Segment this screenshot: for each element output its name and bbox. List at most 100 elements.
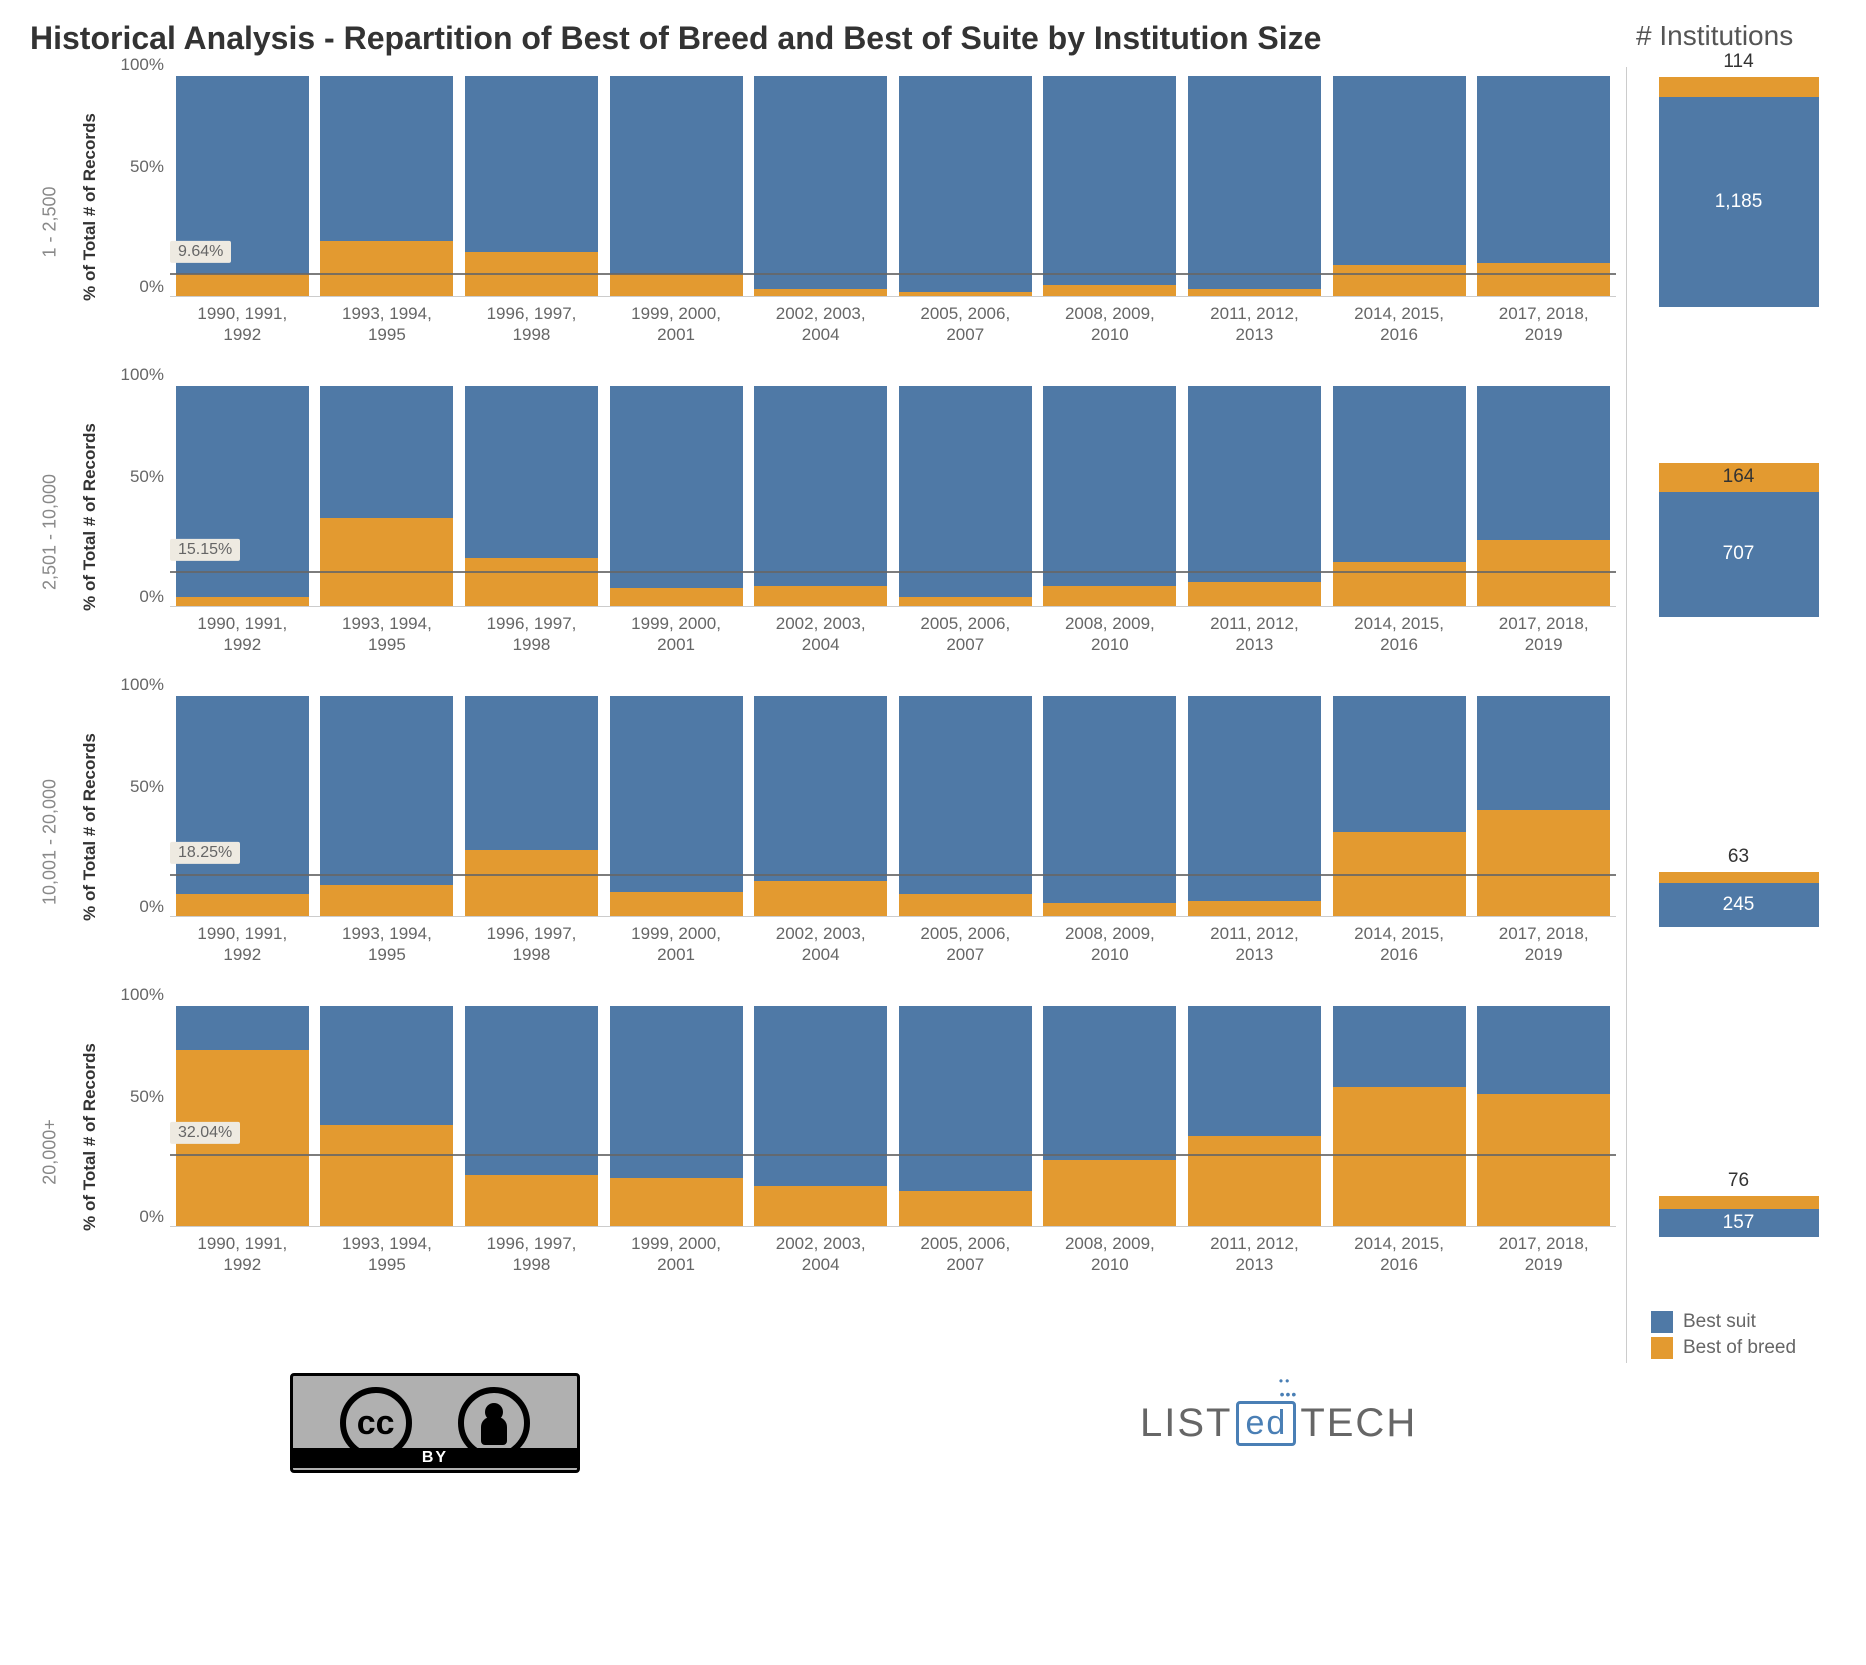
segment-best-suit xyxy=(1477,696,1610,810)
segment-best-suit xyxy=(320,1006,453,1125)
bar-slot xyxy=(170,696,315,916)
y-tick: 0% xyxy=(139,1207,164,1227)
bar-slot xyxy=(1038,76,1183,296)
segment-best-suit xyxy=(899,696,1032,894)
segment-best-of-breed xyxy=(1043,285,1176,296)
segment-best-of-breed xyxy=(754,289,887,296)
segment-best-of-breed xyxy=(754,586,887,606)
segment-best-of-breed xyxy=(1188,1136,1321,1226)
x-label: 2014, 2015,2016 xyxy=(1327,613,1472,677)
x-label: 1996, 1997,1998 xyxy=(459,613,604,677)
bar-slot xyxy=(1038,1006,1183,1226)
segment-best-of-breed xyxy=(1043,1160,1176,1226)
brand-text-mid: ed xyxy=(1236,1401,1296,1446)
segment-best-suit xyxy=(1188,696,1321,901)
segment-best-of-breed xyxy=(1333,562,1466,606)
y-tick: 0% xyxy=(139,277,164,297)
institutions-bar: 164707 xyxy=(1659,463,1819,617)
segment-best-of-breed xyxy=(1188,901,1321,916)
institution-size-label: 20,000+ xyxy=(30,997,70,1307)
x-label: 2002, 2003,2004 xyxy=(748,1233,893,1297)
x-label: 2005, 2006,2007 xyxy=(893,303,1038,367)
stacked-bar xyxy=(465,76,598,296)
segment-best-suit xyxy=(1477,76,1610,263)
institutions-breed-segment: 114 xyxy=(1659,77,1819,97)
stacked-bar xyxy=(1333,76,1466,296)
x-label: 1990, 1991,1992 xyxy=(170,613,315,677)
y-tick: 100% xyxy=(121,365,164,385)
segment-best-of-breed xyxy=(176,274,309,296)
x-label: 2008, 2009,2010 xyxy=(1038,613,1183,677)
reference-badge: 32.04% xyxy=(170,1121,240,1143)
segment-best-of-breed xyxy=(320,241,453,296)
bar-slot xyxy=(604,1006,749,1226)
stacked-bar xyxy=(754,1006,887,1226)
stacked-bar xyxy=(320,696,453,916)
main-charts-column: 1 - 2,500% of Total # of Records0%50%100… xyxy=(30,67,1626,1363)
segment-best-of-breed xyxy=(176,894,309,916)
bar-slot xyxy=(1327,696,1472,916)
segment-best-suit xyxy=(1043,696,1176,903)
page-title: Historical Analysis - Repartition of Bes… xyxy=(30,20,1626,57)
legend-label: Best suit xyxy=(1683,1311,1756,1333)
segment-best-of-breed xyxy=(1043,903,1176,916)
segment-best-suit xyxy=(610,1006,743,1178)
x-label: 2008, 2009,2010 xyxy=(1038,1233,1183,1297)
segment-best-suit xyxy=(1043,386,1176,586)
brand-text-left: LIST xyxy=(1140,1401,1232,1446)
x-label: 2011, 2012,2013 xyxy=(1182,923,1327,987)
y-tick: 100% xyxy=(121,55,164,75)
plot-area: 15.15% xyxy=(170,377,1616,607)
stacked-bar xyxy=(899,76,1032,296)
x-label: 1993, 1994,1995 xyxy=(315,1233,460,1297)
legend: Best suitBest of breed xyxy=(1627,1307,1846,1363)
x-label: 2014, 2015,2016 xyxy=(1327,923,1472,987)
bar-slot xyxy=(459,386,604,606)
segment-best-suit xyxy=(176,1006,309,1050)
chart-panel: 20,000+% of Total # of Records0%50%100%3… xyxy=(30,997,1616,1307)
x-label: 2002, 2003,2004 xyxy=(748,303,893,367)
cc-by-badge: cc BY xyxy=(290,1373,580,1473)
y-tick: 100% xyxy=(121,675,164,695)
segment-best-suit xyxy=(1333,386,1466,562)
segment-best-suit xyxy=(610,696,743,892)
x-label: 1993, 1994,1995 xyxy=(315,303,460,367)
stacked-bar xyxy=(1477,1006,1610,1226)
institutions-suit-segment: 707 xyxy=(1659,492,1819,617)
institutions-suit-segment: 1,185 xyxy=(1659,97,1819,307)
bar-slot xyxy=(1471,386,1616,606)
x-axis-labels: 1990, 1991,19921993, 1994,19951996, 1997… xyxy=(170,297,1616,367)
segment-best-of-breed xyxy=(1477,1094,1610,1226)
segment-best-of-breed xyxy=(754,1186,887,1226)
stacked-bar xyxy=(176,76,309,296)
segment-best-of-breed xyxy=(899,1191,1032,1226)
segment-best-suit xyxy=(899,1006,1032,1191)
reference-badge: 18.25% xyxy=(170,842,240,864)
segment-best-suit xyxy=(1043,76,1176,285)
bar-slot xyxy=(604,386,749,606)
stacked-bar xyxy=(1333,386,1466,606)
bar-slot xyxy=(1471,76,1616,296)
segment-best-of-breed xyxy=(1188,582,1321,606)
y-axis-label: % of Total # of Records xyxy=(70,687,110,997)
stacked-bar xyxy=(1188,76,1321,296)
y-axis-label: % of Total # of Records xyxy=(70,377,110,687)
stacked-bar xyxy=(320,386,453,606)
x-label: 1990, 1991,1992 xyxy=(170,1233,315,1297)
cc-by-label: BY xyxy=(293,1448,577,1468)
stacked-bar xyxy=(899,696,1032,916)
y-axis-ticks: 0%50%100% xyxy=(110,77,170,297)
segment-best-suit xyxy=(754,386,887,586)
segment-best-of-breed xyxy=(754,881,887,916)
segment-best-of-breed xyxy=(465,850,598,916)
legend-swatch xyxy=(1651,1311,1673,1333)
bar-slot xyxy=(1038,386,1183,606)
x-label: 2005, 2006,2007 xyxy=(893,613,1038,677)
y-tick: 100% xyxy=(121,985,164,1005)
x-label: 2014, 2015,2016 xyxy=(1327,1233,1472,1297)
segment-best-suit xyxy=(1188,386,1321,582)
chart-panel: 2,501 - 10,000% of Total # of Records0%5… xyxy=(30,377,1616,687)
segment-best-suit xyxy=(320,76,453,241)
legend-swatch xyxy=(1651,1337,1673,1359)
x-label: 1999, 2000,2001 xyxy=(604,613,749,677)
